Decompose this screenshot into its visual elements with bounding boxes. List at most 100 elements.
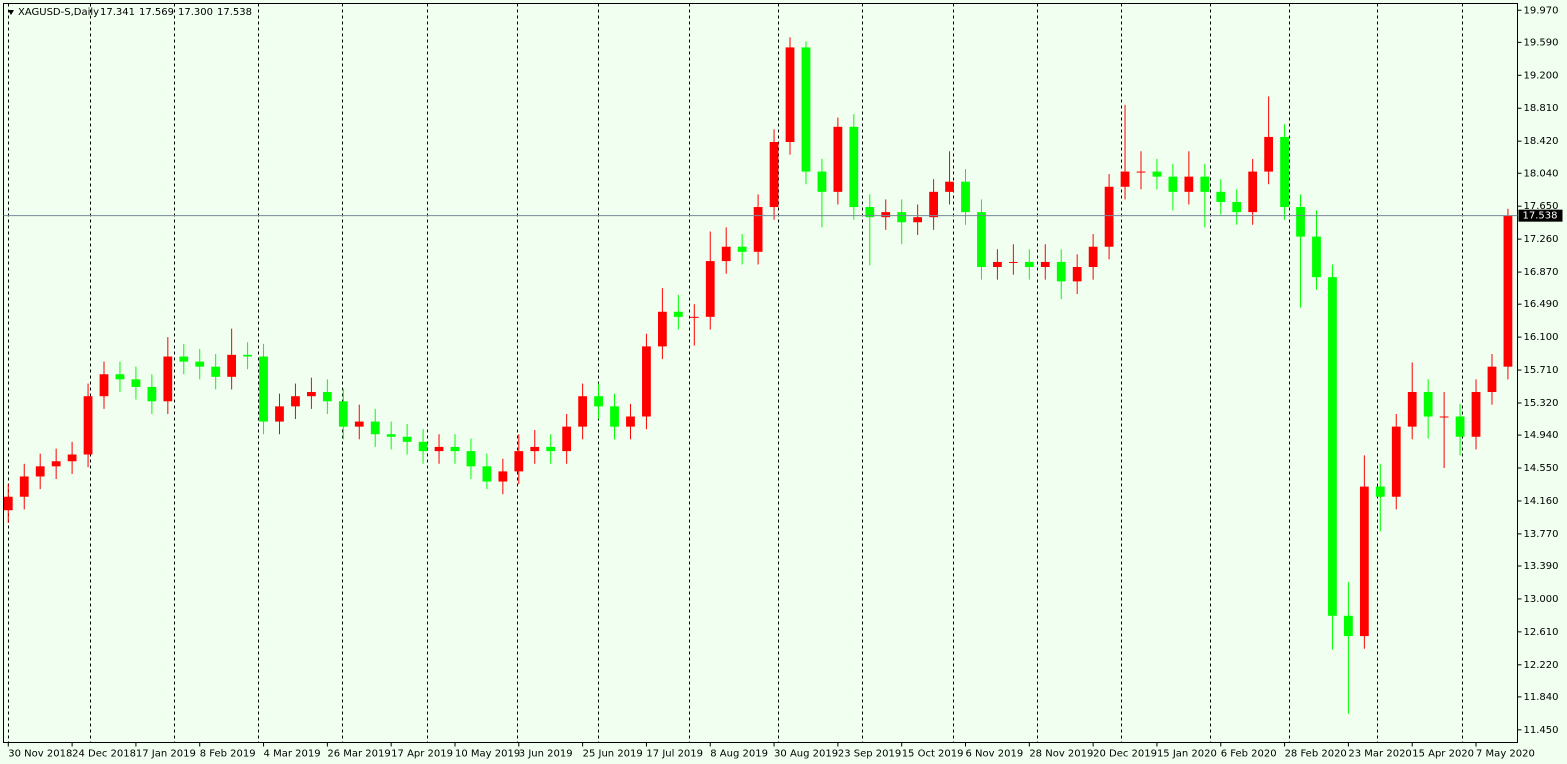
plot-frame — [3, 3, 1518, 743]
candle-body — [1088, 246, 1098, 268]
candle-body — [1072, 267, 1082, 282]
candle-body — [83, 396, 93, 455]
header-ohlc-value: 17.341 — [100, 7, 135, 18]
candle-body — [514, 451, 524, 472]
candle-body — [3, 496, 13, 511]
x-tick-label: 10 May 2019 — [455, 749, 520, 760]
candle-body — [1200, 176, 1210, 192]
y-tick-label: 17.650 — [1524, 201, 1559, 212]
x-tick-label: 28 Nov 2019 — [1029, 749, 1093, 760]
y-tick-label: 17.260 — [1524, 234, 1559, 245]
y-tick-label: 19.970 — [1524, 5, 1559, 16]
x-tick-label: 23 Mar 2020 — [1348, 749, 1411, 760]
y-tick-label: 19.200 — [1524, 70, 1559, 81]
candle-body — [1471, 392, 1481, 437]
header-ohlc-value: 17.300 — [178, 7, 213, 18]
candle-body — [642, 346, 651, 417]
candle-body — [195, 361, 205, 367]
candle-body — [1168, 176, 1178, 192]
candle-body — [99, 374, 109, 397]
candle-body — [1008, 261, 1018, 263]
candle-body — [291, 396, 300, 407]
candle-body — [35, 466, 45, 477]
candle-body — [865, 207, 875, 218]
candle-body — [1232, 201, 1242, 213]
candle-body — [1040, 261, 1050, 268]
x-tick-label: 17 Jan 2019 — [136, 749, 196, 760]
candle-body — [1024, 261, 1034, 268]
y-tick-label: 13.770 — [1524, 529, 1559, 540]
last-price-box — [1518, 209, 1563, 222]
y-tick-label: 15.320 — [1524, 398, 1559, 409]
candle-body — [131, 379, 141, 387]
candle-body — [849, 126, 859, 208]
candle-body — [1375, 486, 1385, 497]
x-tick-label: 4 Mar 2019 — [264, 749, 321, 760]
candle-body — [243, 354, 252, 357]
candle-body — [1407, 392, 1417, 427]
candle-body — [1344, 615, 1353, 637]
x-tick-label: 23 Sep 2019 — [838, 749, 901, 760]
candle-body — [689, 316, 699, 318]
candle-body — [833, 126, 843, 192]
candle-body — [211, 366, 221, 377]
x-tick-label: 8 Aug 2019 — [710, 749, 768, 760]
candle-body — [19, 476, 29, 497]
candle-body — [163, 356, 173, 402]
x-tick-label: 15 Oct 2019 — [902, 749, 964, 760]
menu-triangle — [8, 10, 14, 15]
y-tick-label: 11.840 — [1524, 692, 1559, 703]
candle-body — [993, 261, 1002, 268]
candle-body — [498, 471, 508, 482]
candle-body — [179, 356, 189, 362]
candle-body — [418, 441, 428, 452]
x-tick-label: 30 Nov 2018 — [8, 749, 72, 760]
candle-body — [977, 212, 986, 268]
candle-body — [801, 47, 811, 172]
candle-body — [402, 436, 412, 442]
candle-body — [1487, 366, 1497, 393]
candle-body — [753, 207, 763, 252]
chart-header: XAGUSD-S,Daily 17.341 17.569 17.300 17.538 — [8, 7, 252, 18]
candle-body — [610, 406, 619, 427]
candle-body — [929, 191, 938, 218]
y-tick-label: 14.160 — [1524, 496, 1559, 507]
candle-body — [434, 446, 444, 452]
y-tick-label: 13.000 — [1524, 594, 1559, 605]
candle-body — [546, 446, 556, 452]
x-tick-label: 30 Aug 2019 — [774, 749, 838, 760]
candle-body — [450, 446, 460, 452]
candle-body — [322, 392, 332, 402]
y-tick-label: 16.100 — [1524, 332, 1559, 343]
candle-body — [1328, 277, 1337, 616]
candle-body — [737, 246, 747, 252]
candle-body — [913, 217, 923, 223]
x-tick-label: 7 May 2020 — [1476, 749, 1535, 760]
candle-body — [482, 466, 492, 482]
candle-body — [594, 396, 603, 407]
y-tick-label: 18.040 — [1524, 168, 1559, 179]
candle-body — [1391, 426, 1401, 497]
y-tick-label: 18.420 — [1524, 136, 1559, 147]
x-tick-label: 17 Apr 2019 — [391, 749, 453, 760]
y-tick-label: 13.390 — [1524, 561, 1559, 572]
candle-body — [147, 386, 157, 402]
x-tick-label: 15 Jan 2020 — [1157, 749, 1217, 760]
candle-body — [1312, 236, 1321, 278]
x-tick-label: 3 Jun 2019 — [519, 749, 573, 760]
candle-body — [817, 171, 827, 192]
candle-body — [1104, 186, 1114, 247]
candle-body — [67, 454, 77, 462]
y-tick-label: 15.710 — [1524, 365, 1559, 376]
candle-body — [769, 142, 779, 208]
candle-body — [562, 426, 572, 452]
candle-body — [1359, 486, 1369, 637]
candle-body — [1184, 176, 1194, 192]
candle-body — [370, 421, 380, 435]
candle-body — [705, 261, 715, 317]
candle-body — [785, 47, 795, 143]
candle-body — [1216, 191, 1226, 202]
chart-title: XAGUSD-S,Daily — [18, 7, 99, 18]
